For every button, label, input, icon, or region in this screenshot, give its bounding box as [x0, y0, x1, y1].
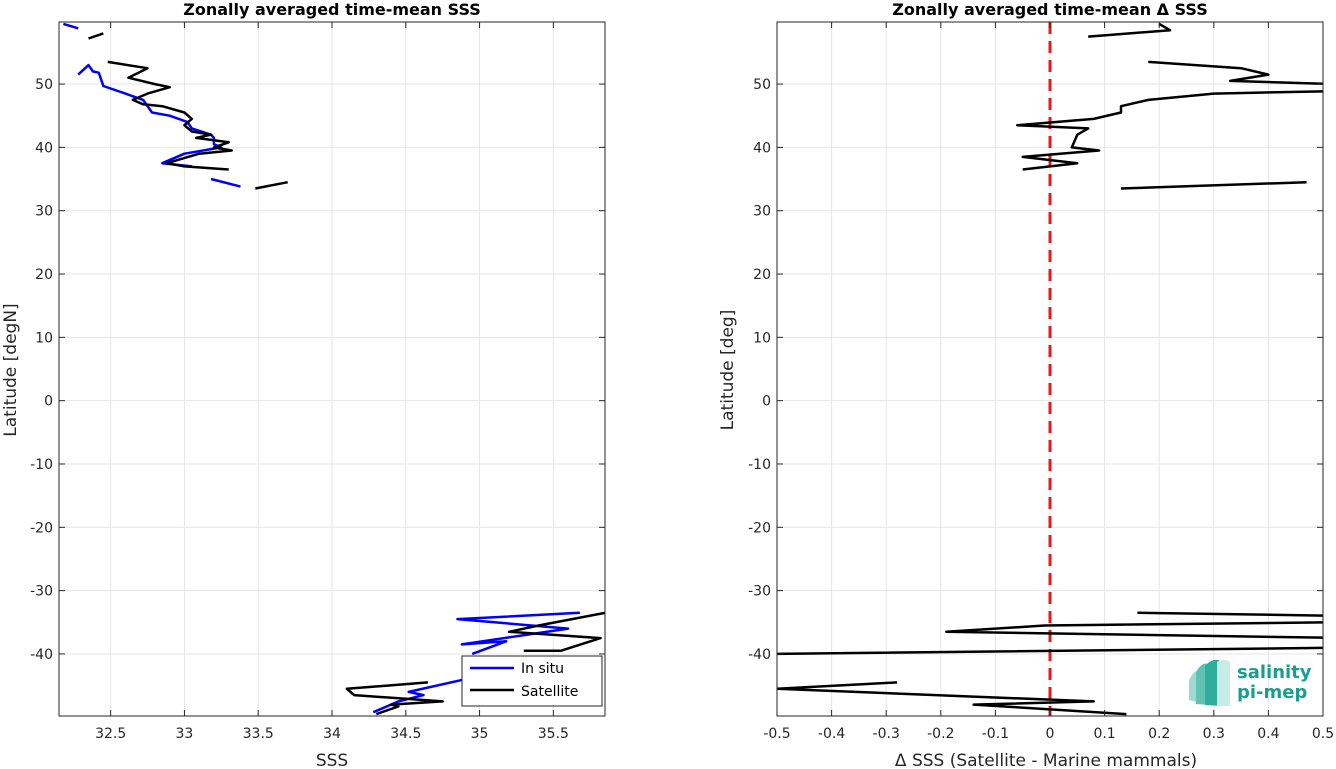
y-tick-label: 30 — [753, 204, 771, 220]
y-tick-label: 10 — [753, 330, 771, 346]
y-tick-label: -10 — [30, 457, 53, 473]
satellite-series-line — [345, 681, 444, 716]
y-tick-label: 0 — [44, 394, 53, 410]
y-tick-label: 30 — [35, 204, 53, 220]
in-situ-series-line — [210, 177, 241, 188]
x-tick-label: 0.3 — [1203, 726, 1225, 742]
x-tick-label: 0.2 — [1148, 726, 1170, 742]
right-chart-panel: -0.5 -0.4 -0.3 -0.2 -0.1 0 0.1 0.2 0.3 0.4 0.5 50 40… — [718, 0, 1334, 769]
legend-satellite-label: Satellite — [521, 684, 578, 700]
satellite-series-line — [88, 32, 104, 40]
y-tick-label: 40 — [35, 140, 53, 156]
x-tick-label: 33.5 — [243, 726, 274, 742]
delta-sss-series-line — [1088, 22, 1172, 38]
y-tick-label: 20 — [753, 267, 771, 283]
delta-sss-series-line — [1120, 180, 1307, 190]
satellite-series-line — [255, 180, 288, 190]
y-tick-label: -30 — [30, 584, 53, 600]
x-tick-label: 0.4 — [1257, 726, 1279, 742]
y-tick-label: -30 — [748, 584, 771, 600]
left-ticks: 32.5 33 33.5 34 34.5 35 35.5 50 40 30 20 10 0 -10 -20 -… — [30, 22, 605, 742]
x-tick-label: 32.5 — [95, 726, 126, 742]
logo-wave-icon — [1189, 659, 1230, 706]
x-tick-label: 34 — [323, 726, 341, 742]
x-tick-label: 0 — [1046, 726, 1055, 742]
in-situ-series-line — [63, 22, 79, 30]
y-tick-label: 10 — [35, 330, 53, 346]
x-tick-label: 33 — [176, 726, 194, 742]
right-data-lines — [777, 22, 1323, 716]
left-data-lines — [63, 22, 605, 716]
legend: In situ Satellite — [461, 655, 603, 707]
y-tick-label: 50 — [753, 77, 771, 93]
right-chart-title: Zonally averaged time-mean Δ SSS — [892, 0, 1208, 19]
right-ticks: -0.5 -0.4 -0.3 -0.2 -0.1 0 0.1 0.2 0.3 0.4 0.5 50 40… — [748, 22, 1334, 742]
y-tick-label: -20 — [30, 520, 53, 536]
delta-sss-series-line — [1015, 60, 1323, 171]
y-tick-label: 40 — [753, 140, 771, 156]
left-chart-panel: 32.5 33 33.5 34 34.5 35 35.5 50 40 30 20 10 0 -10 -20 -… — [1, 0, 606, 769]
y-tick-label: 50 — [35, 77, 53, 93]
delta-sss-series-line — [777, 611, 1323, 656]
salinity-pi-mep-logo: salinity pi-mep — [1189, 659, 1312, 706]
y-tick-label: -20 — [748, 520, 771, 536]
y-tick-label: 20 — [35, 267, 53, 283]
left-gridlines — [59, 22, 605, 716]
legend-in-situ-label: In situ — [521, 661, 564, 677]
in-situ-series-line — [456, 611, 580, 656]
y-tick-label: -40 — [30, 647, 53, 663]
legend-box — [461, 655, 603, 707]
x-tick-label: 35.5 — [538, 726, 569, 742]
x-tick-label: -0.2 — [927, 726, 954, 742]
left-x-axis-label: SSS — [316, 751, 348, 769]
in-situ-series-line — [372, 678, 466, 714]
x-tick-label: 35 — [471, 726, 489, 742]
x-tick-label: -0.3 — [873, 726, 900, 742]
logo-line1: salinity — [1237, 662, 1312, 683]
x-tick-label: -0.1 — [982, 726, 1009, 742]
left-chart-title: Zonally averaged time-mean SSS — [183, 0, 481, 19]
logo-line2: pi-mep — [1237, 682, 1307, 703]
x-tick-label: 0.5 — [1312, 726, 1334, 742]
delta-sss-series-line — [777, 681, 1127, 716]
satellite-series-line — [507, 611, 605, 653]
x-tick-label: -0.5 — [763, 726, 790, 742]
right-y-axis-label: Latitude [deg] — [718, 310, 738, 431]
y-tick-label: -40 — [748, 647, 771, 663]
left-y-axis-label: Latitude [degN] — [1, 303, 21, 436]
x-tick-label: -0.4 — [818, 726, 845, 742]
y-tick-label: 0 — [762, 394, 771, 410]
y-tick-label: -10 — [748, 457, 771, 473]
satellite-series-line — [107, 60, 233, 171]
right-x-axis-label: Δ SSS (Satellite - Marine mammals) — [895, 751, 1197, 769]
x-tick-label: 0.1 — [1093, 726, 1115, 742]
x-tick-label: 34.5 — [390, 726, 421, 742]
